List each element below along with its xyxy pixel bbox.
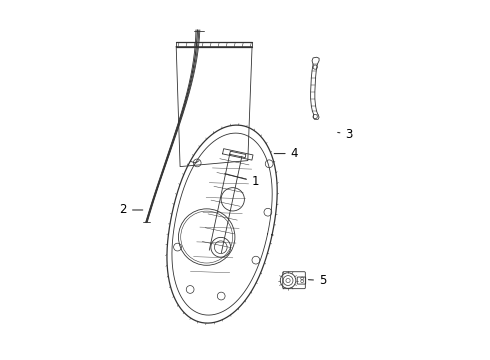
Text: 1: 1 [225, 174, 259, 188]
Text: 4: 4 [274, 147, 298, 160]
Text: 3: 3 [338, 128, 353, 141]
Text: 2: 2 [120, 203, 143, 216]
Text: 5: 5 [308, 274, 326, 287]
